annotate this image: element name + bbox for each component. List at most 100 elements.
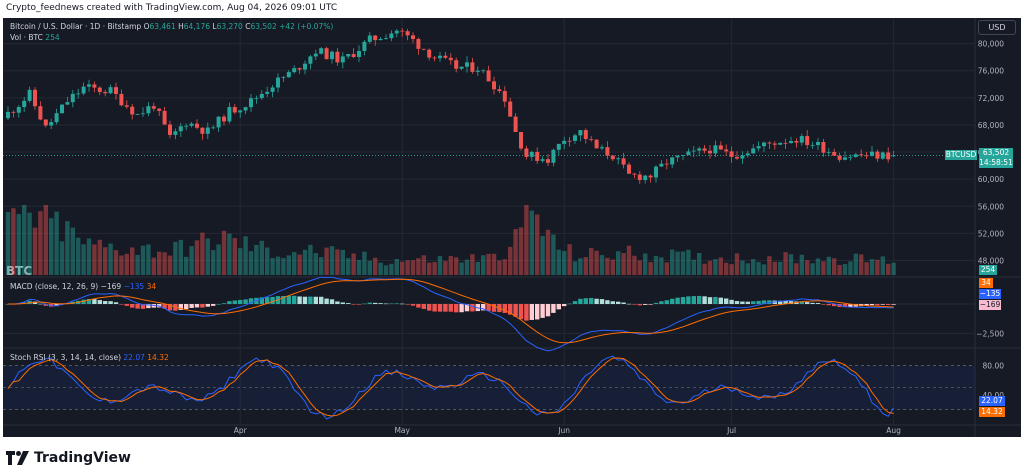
macd-histogram-bar (140, 304, 146, 309)
volume-bar (232, 238, 237, 275)
low-label: L (212, 22, 217, 31)
volume-bar (697, 252, 702, 275)
volume-bar (81, 244, 86, 275)
price-tick-label: 60,000 (978, 175, 1004, 184)
candle-body (427, 49, 432, 58)
macd-histogram-bar (529, 304, 534, 320)
candle-body (378, 38, 383, 41)
macd-hist-badge: −169 (979, 300, 1001, 310)
low-value: 63,270 (216, 22, 243, 31)
volume-bar (643, 253, 648, 275)
currency-button[interactable]: USD (978, 20, 1016, 35)
volume-bar (205, 238, 210, 275)
volume-bar (524, 205, 529, 275)
tradingview-footer[interactable]: TradingView (6, 448, 131, 468)
macd-histogram-bar (810, 302, 815, 304)
volume-bar (43, 205, 48, 275)
candle-body (265, 91, 270, 94)
macd-histogram-bar (454, 304, 459, 313)
candle-body (837, 155, 842, 160)
macd-histogram-bar (556, 304, 561, 310)
candle-body (38, 106, 43, 120)
candle-body (697, 148, 702, 151)
volume-bar (583, 257, 588, 275)
macd-histogram-bar (427, 304, 432, 311)
macd-histogram-bar (259, 297, 264, 304)
candle-body (589, 138, 594, 140)
macd-histogram-bar (162, 304, 167, 309)
volume-bar (432, 261, 437, 275)
volume-bar (286, 255, 291, 275)
volume-bar (119, 255, 124, 275)
volume-bar (11, 208, 16, 275)
volume-bar (184, 256, 189, 275)
macd-histogram-bar (713, 297, 718, 304)
candle-body (384, 38, 388, 39)
volume-bar (605, 257, 610, 275)
candle-body (184, 125, 189, 127)
macd-line (7, 276, 894, 352)
volume-bar (745, 263, 750, 275)
volume-bar (308, 244, 313, 275)
macd-histogram-bar (848, 304, 853, 308)
candle-body (303, 63, 307, 70)
macd-histogram-bar (778, 300, 783, 304)
macd-histogram-bar (297, 296, 302, 304)
candle-body (16, 107, 21, 113)
macd-histogram-bar (394, 303, 399, 305)
volume-bar (637, 260, 642, 275)
candle-body (135, 113, 140, 115)
macd-histogram-bar (243, 299, 248, 304)
volume-bar (292, 252, 297, 275)
volume-bar (551, 234, 556, 275)
candle-body (65, 102, 70, 105)
candle-body (513, 116, 518, 132)
macd-histogram-bar (211, 304, 216, 306)
macd-histogram-bar (319, 296, 324, 304)
macd-histogram-bar (875, 304, 880, 306)
volume-bar (351, 253, 356, 275)
macd-histogram-bar (508, 304, 513, 315)
macd-histogram-bar (491, 304, 497, 312)
macd-histogram-bar (864, 304, 869, 306)
candle-body (195, 123, 199, 128)
macd-histogram-bar (389, 303, 394, 305)
macd-histogram-bar (605, 300, 610, 304)
volume-bar (367, 260, 372, 275)
volume-bar (788, 254, 794, 275)
volume-bar (130, 247, 135, 275)
macd-histogram-bar (32, 301, 38, 304)
macd-histogram-bar (405, 304, 410, 305)
symbol-label: Bitcoin / U.S. Dollar · 1D · Bitstamp (10, 22, 142, 31)
macd-histogram-bar (313, 296, 318, 304)
candle-body (351, 54, 356, 57)
candle-body (492, 81, 496, 90)
time-tick-label: May (394, 426, 410, 435)
candle-body (594, 139, 599, 149)
change-value: +42 (+0.07%) (279, 22, 334, 31)
volume-bar (70, 227, 75, 275)
macd-histogram-bar (610, 301, 615, 304)
candle-body (297, 68, 302, 70)
macd-histogram-bar (238, 299, 243, 304)
macd-histogram-bar (632, 304, 637, 305)
candle-body (340, 56, 345, 63)
candle-body (654, 166, 658, 178)
tradingview-wordmark: TradingView (34, 450, 131, 466)
volume-bar (329, 246, 335, 275)
candle-body (465, 62, 469, 67)
macd-histogram-bar (756, 300, 761, 304)
candle-body (486, 70, 491, 82)
volume-bar (178, 239, 183, 275)
candle-body (211, 127, 216, 129)
rsi-d-badge: 14.32 (979, 407, 1005, 417)
macd-histogram-bar (286, 295, 291, 304)
volume-bar (729, 264, 734, 275)
candle-body (346, 54, 351, 57)
volume-bar (16, 214, 21, 275)
volume-bar (783, 252, 788, 275)
chart-area[interactable] (3, 18, 1021, 437)
volume-bar (886, 263, 891, 275)
candle-body (227, 107, 232, 122)
